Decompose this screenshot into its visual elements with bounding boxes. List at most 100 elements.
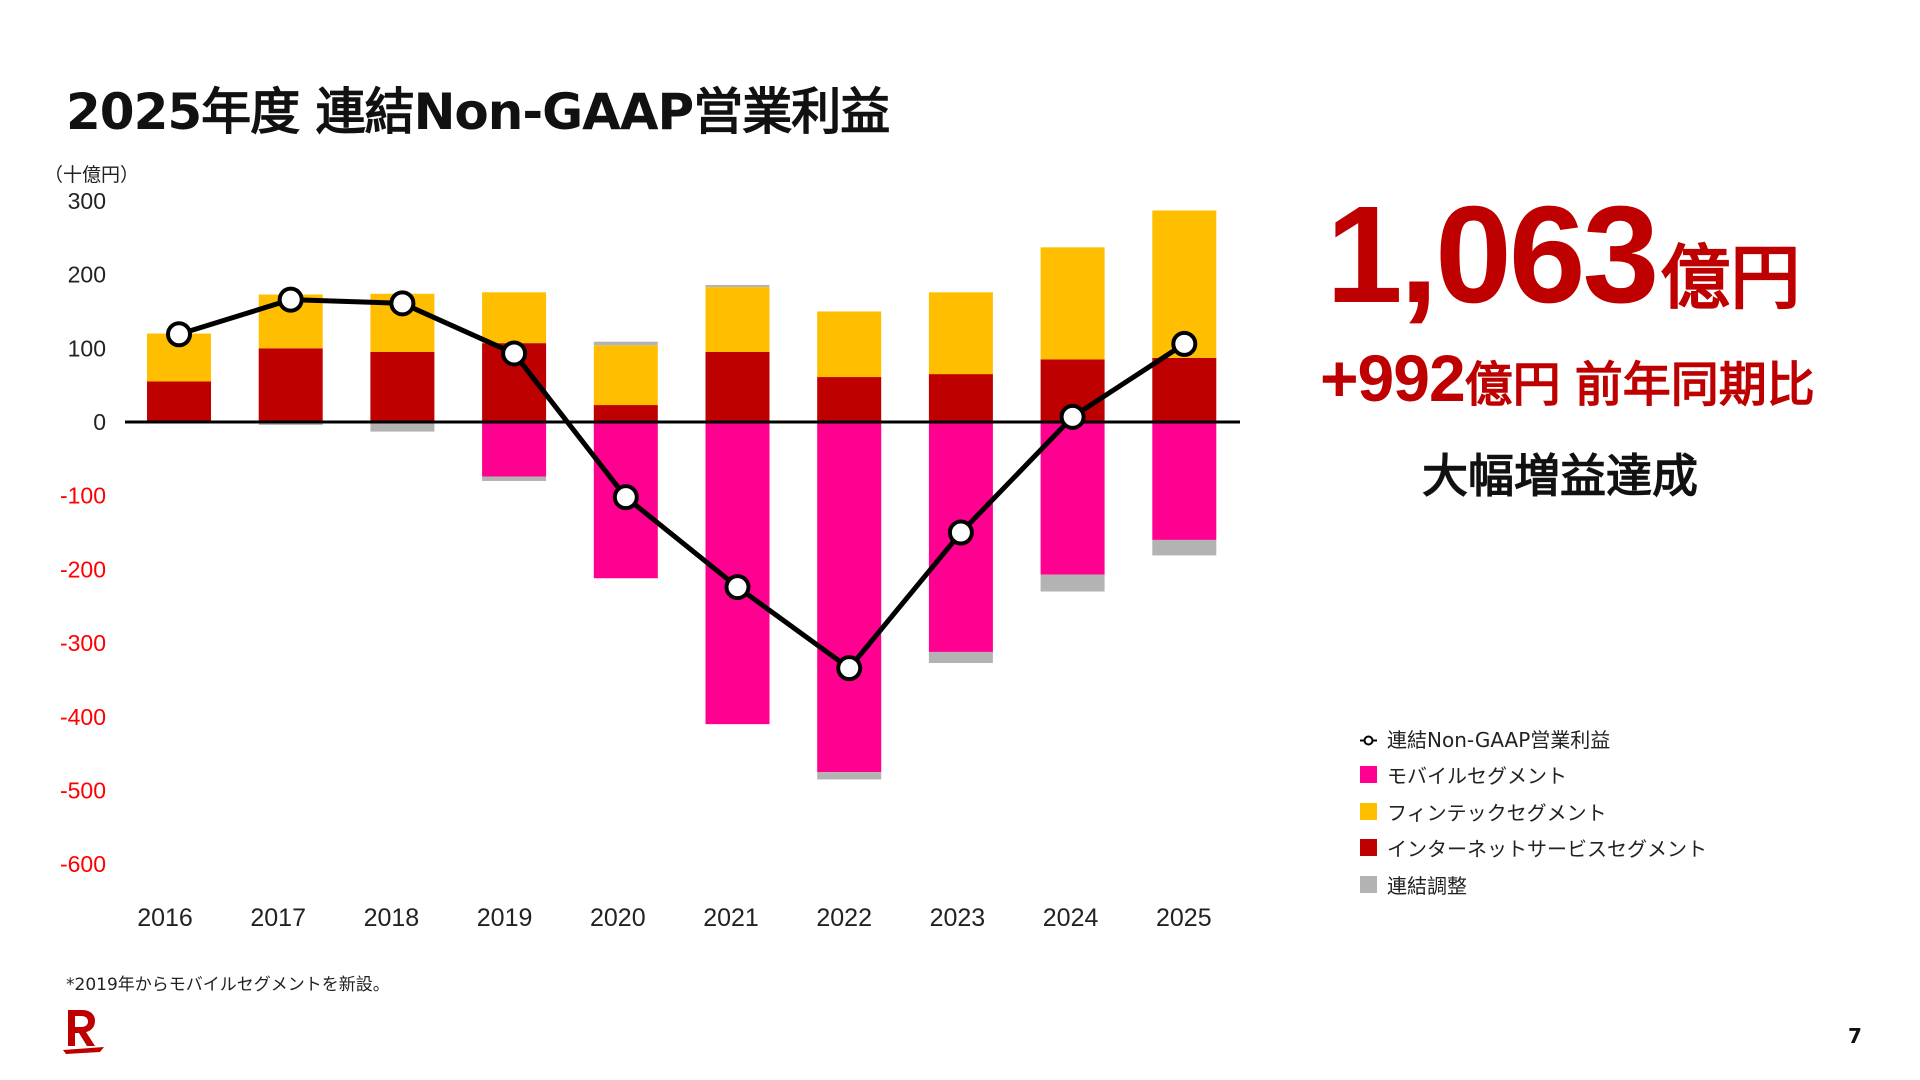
x-axis-ticks: 2016 2017 2018 2019 2020 2021 2022 2023 2024 2025: [137, 904, 1211, 932]
bar-fintech: [817, 311, 882, 378]
page-number: 7: [1848, 1024, 1862, 1048]
y-tick-label: -100: [60, 483, 106, 509]
headline-total-value: 1,063: [1326, 178, 1659, 332]
total-point: [166, 321, 192, 348]
bar-adjustment: [1040, 574, 1105, 592]
headline-yoy: +992億円 前年同期比: [1320, 340, 1815, 416]
bar-internet: [370, 351, 435, 422]
y-tick-label: 300: [68, 188, 106, 214]
bar-mobile: [817, 422, 882, 773]
y-tick-label: -500: [60, 778, 106, 804]
y-tick-label: -600: [60, 851, 106, 877]
rakuten-logo-icon: [62, 1008, 106, 1056]
bar-stack-2024: [1040, 247, 1105, 592]
fintech-swatch-icon: [1360, 802, 1377, 820]
bar-internet: [817, 377, 882, 422]
x-tick-label: 2018: [364, 904, 420, 932]
x-tick-label: 2023: [930, 904, 986, 932]
legend-label: 連結Non-GAAP営業利益: [1387, 727, 1611, 752]
bar-fintech: [928, 292, 993, 375]
bar-adjustment: [705, 284, 770, 288]
bar-adjustment: [817, 772, 882, 780]
internet-swatch-icon: [1360, 839, 1377, 857]
x-tick-label: 2020: [590, 904, 646, 932]
bar-fintech: [1040, 247, 1105, 360]
total-point: [836, 655, 863, 682]
bar-stack-2025: [1152, 210, 1217, 556]
page-title: 2025年度 連結Non-GAAP営業利益: [66, 83, 890, 141]
y-axis-ticks: 300 200 100 0 -100 -200 -300 -400 -500 -600: [60, 188, 106, 877]
bar-mobile: [482, 422, 547, 477]
total-point: [724, 574, 751, 601]
y-tick-label: -300: [60, 630, 106, 656]
total-point: [947, 519, 974, 546]
bar-adjustment: [1152, 539, 1217, 556]
total-point: [501, 340, 528, 367]
bar-stack-2023: [928, 292, 993, 663]
y-tick-label: 100: [68, 335, 106, 361]
headline-total-unit: 億円: [1660, 239, 1801, 317]
bar-mobile: [705, 422, 770, 725]
x-tick-label: 2022: [816, 904, 872, 932]
bars-layer: [147, 210, 1217, 780]
y-tick-label: -200: [60, 556, 106, 582]
legend-item-fintech: フィンテックセグメント: [1360, 793, 1707, 830]
total-line-layer: [166, 286, 1198, 682]
x-tick-label: 2016: [137, 904, 193, 932]
bar-stack-2021: [705, 284, 770, 725]
legend-label: 連結調整: [1387, 873, 1467, 898]
bar-stack-2017: [258, 294, 323, 425]
legend-item-internet: インターネットサービスセグメント: [1360, 830, 1707, 867]
yoy-diff-value: +992: [1320, 341, 1466, 415]
bar-internet: [928, 374, 993, 422]
bar-internet: [1152, 357, 1217, 422]
total-line: [178, 297, 1186, 671]
total-point: [612, 484, 639, 511]
bar-mobile: [1152, 422, 1217, 540]
bar-stack-2019: [482, 292, 547, 481]
x-tick-label: 2024: [1043, 904, 1099, 932]
bar-internet: [705, 351, 770, 422]
x-tick-label: 2025: [1156, 904, 1212, 932]
bar-mobile: [1040, 422, 1105, 575]
bar-adjustment: [482, 476, 547, 481]
legend-label: インターネットサービスセグメント: [1387, 837, 1707, 862]
x-tick-label: 2019: [477, 904, 533, 932]
legend-label: モバイルセグメント: [1387, 764, 1567, 789]
yoy-label: 前年同期比: [1574, 359, 1815, 412]
total-point: [389, 290, 416, 317]
headline-summary: 大幅増益達成: [1422, 449, 1698, 503]
legend-label: フィンテックセグメント: [1387, 800, 1607, 825]
y-tick-label: 0: [93, 409, 106, 435]
y-tick-label: 200: [68, 262, 106, 288]
yoy-diff-unit: 億円: [1464, 359, 1561, 412]
total-point: [1059, 403, 1086, 430]
y-tick-label: -400: [60, 704, 106, 730]
bar-fintech: [593, 345, 658, 406]
bar-fintech: [705, 287, 770, 352]
x-tick-label: 2017: [250, 904, 306, 932]
chart-legend: 連結Non-GAAP営業利益 モバイルセグメント フィンテックセグメント インタ…: [1360, 720, 1707, 903]
bar-stack-2022: [817, 311, 882, 780]
x-tick-label: 2021: [703, 904, 759, 932]
bar-internet: [593, 405, 658, 422]
headline-total: 1,063億円: [1326, 186, 1800, 324]
bar-fintech: [482, 292, 547, 344]
bar-adjustment: [928, 651, 993, 663]
y-axis-unit-label: （十億円）: [44, 164, 140, 186]
bar-internet: [147, 381, 211, 422]
bar-internet: [258, 348, 323, 422]
total-point: [277, 286, 304, 313]
adjustment-swatch-icon: [1360, 875, 1377, 893]
line-circle-marker-icon: [1360, 730, 1377, 747]
legend-item-adjustment: 連結調整: [1360, 866, 1707, 903]
mobile-swatch-icon: [1360, 766, 1377, 784]
bar-adjustment: [593, 341, 658, 346]
footnote: *2019年からモバイルセグメントを新設。: [66, 975, 390, 995]
bar-adjustment: [370, 422, 435, 432]
legend-item-total: 連結Non-GAAP営業利益: [1360, 720, 1707, 757]
total-point: [1171, 330, 1198, 357]
bar-stack-2020: [593, 341, 658, 579]
legend-item-mobile: モバイルセグメント: [1360, 757, 1707, 794]
